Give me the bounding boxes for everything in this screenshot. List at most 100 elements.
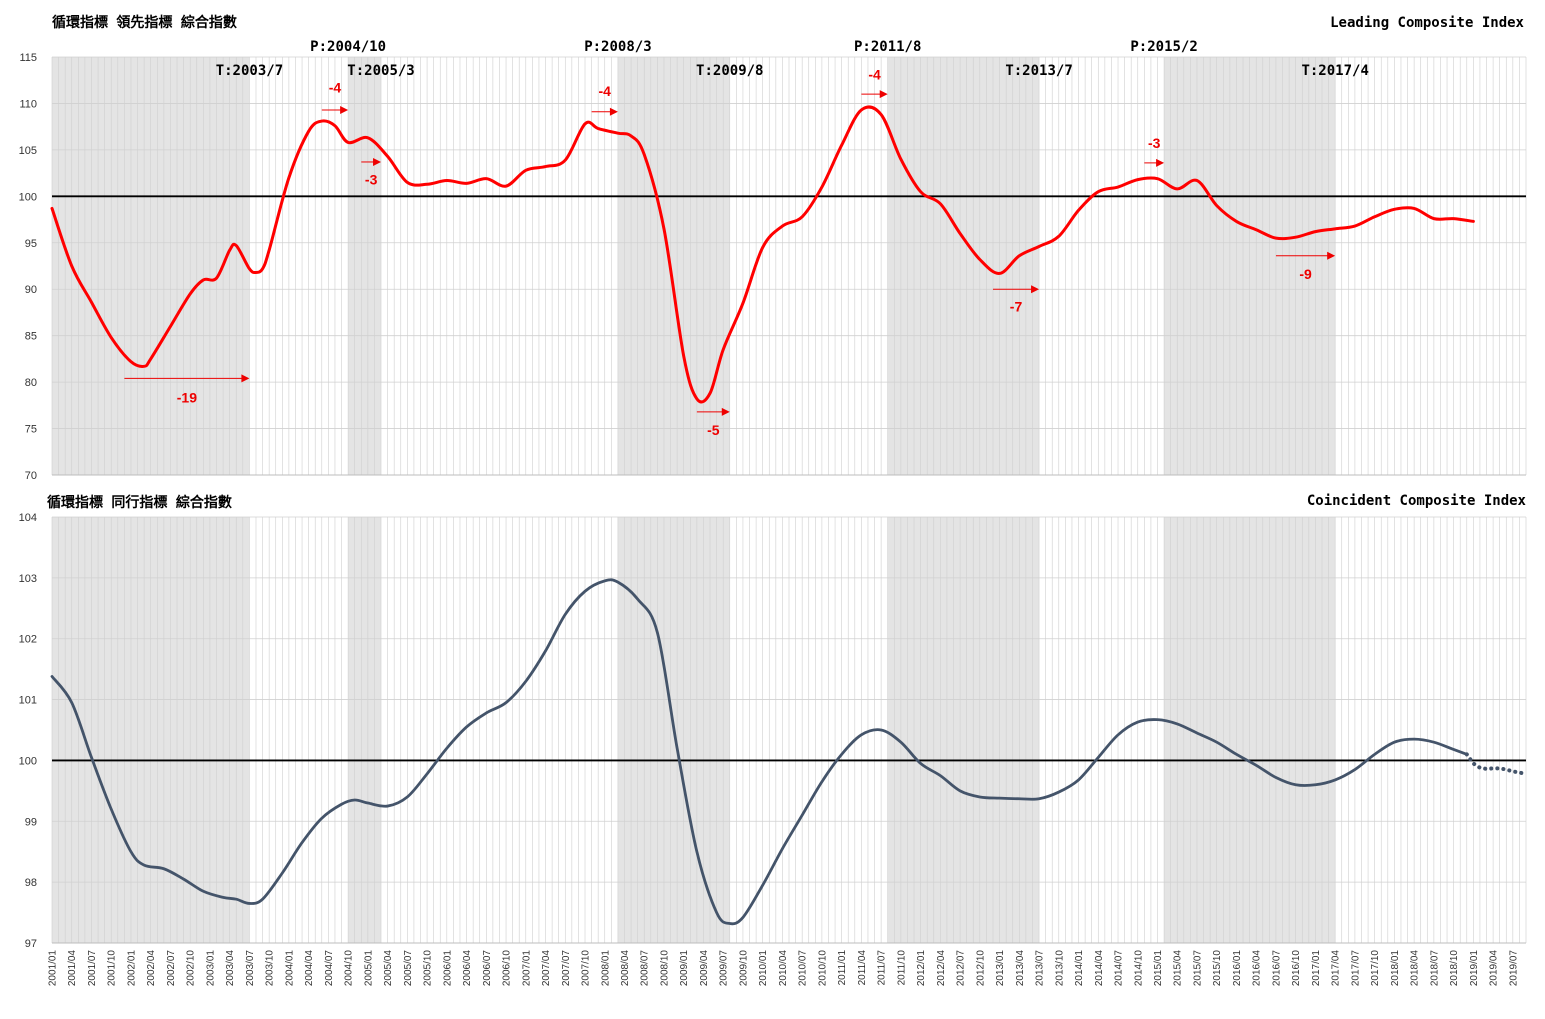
leading-index-chart: 70 75 80 85 90 95 100 105 110 115 T:2003/7 P:2004/… — [19, 14, 1527, 482]
contraction-period-shade — [887, 57, 1040, 475]
coincident-index-line — [50, 578, 1469, 926]
x-tick-label: 2012/10 — [975, 950, 986, 987]
x-tick-label: 2017/01 — [1311, 950, 1322, 987]
x-tick-label: 2018/07 — [1429, 950, 1440, 987]
turning-point-label: T:2005/3 — [347, 63, 414, 79]
x-tick-label: 2012/07 — [956, 950, 967, 987]
turning-point-label: T:2003/7 — [216, 63, 283, 79]
y-tick-label: 100 — [19, 755, 37, 767]
lead-arrow-head — [721, 407, 730, 416]
x-tick-label: 2006/04 — [462, 950, 473, 987]
x-tick-label: 2004/04 — [304, 950, 315, 987]
lead-months-label: -4 — [329, 79, 342, 95]
x-tick-label: 2010/01 — [758, 950, 769, 987]
y-tick-label: 99 — [25, 816, 37, 828]
lead-arrow-head — [1156, 158, 1165, 167]
lead-months-label: -7 — [1010, 299, 1023, 315]
x-tick-label: 2012/04 — [936, 950, 947, 987]
x-tick-label: 2002/10 — [186, 950, 197, 987]
lead-arrow-head — [241, 374, 250, 383]
lead-arrow-head — [373, 157, 382, 166]
x-tick-label: 2004/10 — [344, 950, 355, 987]
x-tick-label: 2006/07 — [482, 950, 493, 987]
x-tick-label: 2016/07 — [1271, 950, 1282, 987]
x-tick-label: 2002/04 — [146, 950, 157, 987]
x-tick-label: 2001/10 — [107, 950, 118, 987]
x-tick-label: 2016/04 — [1252, 950, 1263, 987]
x-tick-label: 2015/04 — [1173, 950, 1184, 987]
y-tick-label: 104 — [19, 512, 37, 524]
x-tick-label: 2017/10 — [1370, 950, 1381, 987]
x-tick-label: 2003/04 — [225, 950, 236, 987]
x-tick-label: 2006/10 — [502, 950, 513, 987]
turning-point-label: P:2004/10 — [310, 39, 386, 55]
y-tick-label: 85 — [25, 331, 37, 343]
x-tick-label: 2011/07 — [877, 950, 888, 986]
x-tick-label: 2019/04 — [1489, 950, 1500, 987]
y-tick-label: 90 — [25, 284, 37, 296]
x-tick-label: 2001/04 — [67, 950, 78, 987]
lead-arrow-head — [879, 90, 888, 99]
contraction-period-shade — [348, 57, 382, 475]
x-tick-label: 2004/01 — [284, 950, 295, 987]
x-tick-label: 2007/10 — [581, 950, 592, 987]
x-tick-label: 2018/01 — [1390, 950, 1401, 987]
turning-point-label: T:2013/7 — [1005, 63, 1072, 79]
x-tick-label: 2013/04 — [1015, 950, 1026, 987]
lead-months-label: -5 — [707, 422, 720, 438]
x-tick-label: 2015/10 — [1212, 950, 1223, 987]
turning-point-label: P:2015/2 — [1130, 39, 1197, 55]
lead-months-label: -3 — [1148, 135, 1161, 151]
x-tick-label: 2008/04 — [620, 950, 631, 987]
x-tick-label: 2018/04 — [1410, 950, 1421, 987]
coincident-title-english: Coincident Composite Index — [1307, 493, 1527, 509]
x-tick-label: 2019/07 — [1508, 950, 1519, 987]
leading-title-chinese: 循環指標 領先指標 綜合指數 — [52, 14, 237, 31]
x-tick-label: 2007/04 — [541, 950, 552, 987]
y-tick-label: 103 — [19, 573, 37, 585]
y-tick-label: 70 — [25, 470, 37, 482]
x-tick-label: 2007/01 — [521, 950, 532, 987]
x-tick-label: 2011/10 — [896, 950, 907, 986]
x-tick-label: 2014/01 — [1074, 950, 1085, 987]
y-tick-label: 98 — [25, 877, 37, 889]
x-tick-label: 2015/07 — [1192, 950, 1203, 987]
lead-months-label: -4 — [868, 66, 881, 82]
y-tick-label: 95 — [25, 238, 37, 250]
x-tick-label: 2013/07 — [1035, 950, 1046, 987]
x-tick-label: 2004/07 — [324, 950, 335, 987]
turning-point-label: P:2008/3 — [584, 39, 651, 55]
contraction-period-shade — [617, 57, 730, 475]
x-tick-label: 2010/07 — [798, 950, 809, 987]
x-tick-label: 2013/10 — [1054, 950, 1065, 987]
x-tick-label: 2017/04 — [1331, 950, 1342, 987]
x-tick-label: 2015/01 — [1153, 950, 1164, 987]
y-tick-label: 110 — [19, 98, 37, 110]
y-tick-label: 105 — [19, 145, 37, 157]
x-tick-label: 2009/07 — [719, 950, 730, 987]
x-tick-label: 2007/07 — [561, 950, 572, 987]
x-tick-label: 2019/01 — [1469, 950, 1480, 987]
x-tick-label: 2016/10 — [1291, 950, 1302, 987]
x-tick-label: 2003/10 — [265, 950, 276, 987]
y-tick-label: 97 — [25, 938, 37, 950]
x-tick-label: 2008/07 — [640, 950, 651, 987]
coincident-title-chinese: 循環指標 同行指標 綜合指數 — [47, 494, 232, 511]
x-tick-label: 2005/04 — [383, 950, 394, 987]
y-tick-label: 115 — [19, 52, 37, 64]
x-tick-label: 2002/07 — [166, 950, 177, 987]
turning-point-label: T:2017/4 — [1301, 63, 1368, 79]
x-tick-label: 2014/10 — [1133, 950, 1144, 987]
monthly-gridlines — [51, 57, 1527, 475]
y-tick-label: 75 — [25, 424, 37, 436]
y-tick-label: 102 — [19, 634, 37, 646]
x-tick-label: 2005/10 — [423, 950, 434, 987]
x-tick-label: 2014/04 — [1094, 950, 1105, 987]
x-tick-label: 2010/04 — [778, 950, 789, 987]
x-tick-label: 2005/01 — [363, 950, 374, 987]
x-tick-label: 2001/01 — [48, 950, 59, 987]
x-tick-label: 2009/01 — [679, 950, 690, 987]
x-tick-label: 2013/01 — [995, 950, 1006, 987]
leading-title-english: Leading Composite Index — [1330, 15, 1524, 31]
